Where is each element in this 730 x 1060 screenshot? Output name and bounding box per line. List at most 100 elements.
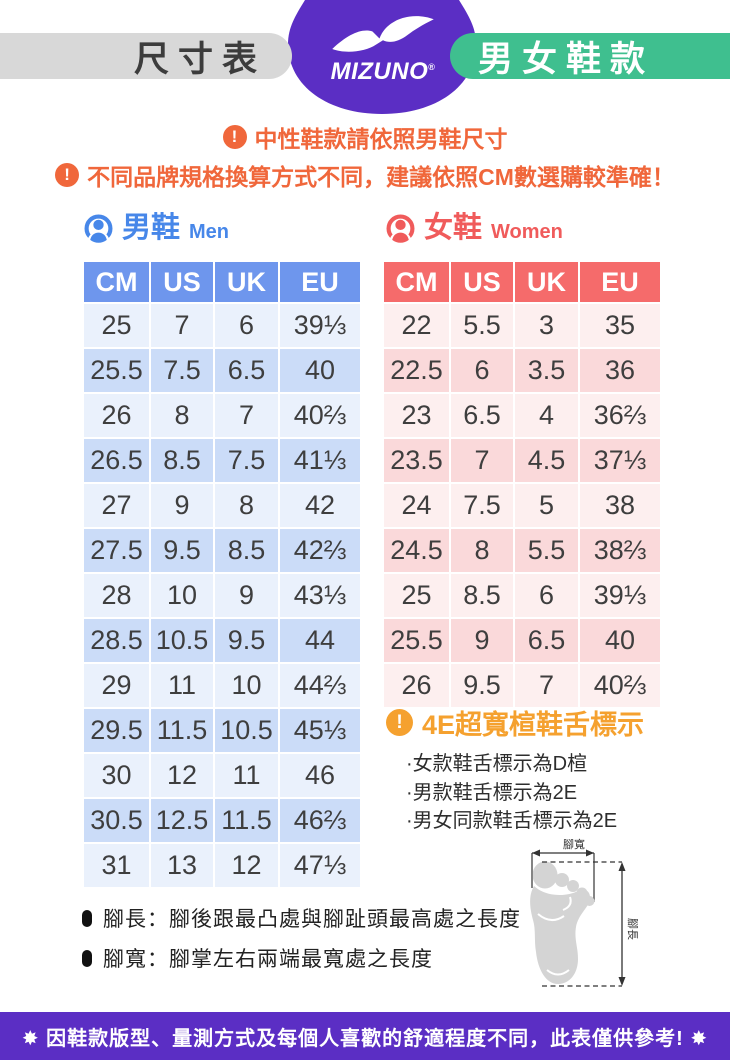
size-cell: 8.5: [215, 529, 278, 572]
registered-mark: ®: [428, 62, 436, 72]
notice-brand-difference: ! 不同品牌規格換算方式不同，建議依照CM數選購較準確！: [0, 158, 730, 192]
size-cell: 8: [215, 484, 278, 527]
table-row: 30 12 11 46: [84, 754, 360, 797]
size-cell: 7: [151, 304, 213, 347]
table-row: 30.5 12.5 11.5 46⅔: [84, 799, 360, 842]
size-cell: 41⅓: [280, 439, 360, 482]
size-cell: 36⅔: [580, 394, 660, 437]
size-cell: 28.5: [84, 619, 149, 662]
size-cell: 45⅓: [280, 709, 360, 752]
table-row: 26 8 7 40⅔: [84, 394, 360, 437]
table-row: 23.5 7 4.5 37⅓: [384, 439, 660, 482]
size-cell: 6.5: [515, 619, 578, 662]
size-cell: 39⅓: [280, 304, 360, 347]
size-cell: 12.5: [151, 799, 213, 842]
size-chart-title: 尺寸表: [133, 39, 266, 79]
size-cell: 6: [515, 574, 578, 617]
length-arrowhead-top: [618, 862, 626, 871]
footprint-crease-lines: [537, 896, 572, 976]
foot-width-note-text: 腳寬：腳掌左右兩端最寬處之長度: [103, 948, 433, 971]
wide-last-item: ·男女同款鞋舌標示為2E: [406, 810, 618, 832]
men-size-table: CM US UK EU 25 7 6 39⅓ 25.5 7.5 6.5 40 26 8 7 40⅔ 26.5 8.…: [82, 260, 362, 889]
size-cell: 23.5: [384, 439, 449, 482]
column-header-uk: UK: [515, 262, 578, 302]
mizuno-wordmark: MIZUNO®: [322, 58, 444, 86]
women-section-header: 女鞋 Women: [386, 214, 563, 243]
women-size-table: CM US UK EU 22 5.5 3 35 22.5 6 3.5 36 23 6.5 4 36⅔ 23.5 7…: [382, 260, 662, 709]
men-section-header: 男鞋 Men: [84, 214, 229, 243]
column-header-eu: EU: [580, 262, 660, 302]
size-cell: 8.5: [151, 439, 213, 482]
size-cell: 11.5: [215, 799, 278, 842]
wide-last-item: ·女款鞋舌標示為D楦: [406, 753, 588, 775]
table-row: 31 13 12 47⅓: [84, 844, 360, 887]
person-icon-women: [386, 214, 415, 243]
length-arrowhead-bottom: [618, 977, 626, 986]
table-header-row: CM US UK EU: [84, 262, 360, 302]
size-cell: 6: [215, 304, 278, 347]
wide-last-block: ! 4E超寬楦鞋舌標示 ·女款鞋舌標示為D楦 ·男款鞋舌標示為2E ·男女同款鞋舌標…: [386, 703, 696, 836]
size-cell: 30: [84, 754, 149, 797]
size-cell: 29: [84, 664, 149, 707]
size-cell: 11: [215, 754, 278, 797]
size-cell: 7.5: [451, 484, 513, 527]
brand-text: MIZUNO: [330, 58, 429, 85]
foot-width-note: 腳寬：腳掌左右兩端最寬處之長度: [82, 943, 433, 973]
alert-icon: !: [55, 163, 80, 187]
size-cell: 25: [384, 574, 449, 617]
size-cell: 10.5: [215, 709, 278, 752]
size-cell: 24: [384, 484, 449, 527]
size-cell: 12: [151, 754, 213, 797]
size-cell: 10: [215, 664, 278, 707]
size-cell: 9: [451, 619, 513, 662]
alert-icon: !: [222, 125, 247, 149]
size-cell: 28: [84, 574, 149, 617]
size-cell: 40⅔: [280, 394, 360, 437]
size-cell: 9.5: [151, 529, 213, 572]
table-row: 26 9.5 7 40⅔: [384, 664, 660, 707]
table-row: 26.5 8.5 7.5 41⅓: [84, 439, 360, 482]
men-title-en: Men: [189, 221, 230, 243]
size-cell: 25: [84, 304, 149, 347]
table-header-row: CM US UK EU: [384, 262, 660, 302]
table-row: 27.5 9.5 8.5 42⅔: [84, 529, 360, 572]
table-row: 28.5 10.5 9.5 44: [84, 619, 360, 662]
table-row: 24.5 8 5.5 38⅔: [384, 529, 660, 572]
size-cell: 29.5: [84, 709, 149, 752]
width-arrowhead-right: [586, 849, 594, 857]
size-cell: 6.5: [215, 349, 278, 392]
men-title-zh: 男鞋: [122, 212, 181, 244]
size-cell: 24.5: [384, 529, 449, 572]
size-cell: 27.5: [84, 529, 149, 572]
size-cell: 4: [515, 394, 578, 437]
size-cell: 9.5: [215, 619, 278, 662]
size-cell: 6: [451, 349, 513, 392]
column-header-eu: EU: [280, 262, 360, 302]
footer-disclaimer-bar: ✸ 因鞋款版型、量測方式及每個人喜歡的舒適程度不同，此表僅供參考! ✸: [0, 1012, 730, 1060]
size-cell: 44: [280, 619, 360, 662]
person-icon-men: [84, 214, 113, 243]
size-cell: 5.5: [451, 304, 513, 347]
size-cell: 3: [515, 304, 578, 347]
table-row: 24 7.5 5 38: [384, 484, 660, 527]
column-header-cm: CM: [384, 262, 449, 302]
size-cell: 39⅓: [580, 574, 660, 617]
size-cell: 47⅓: [280, 844, 360, 887]
size-cell: 46: [280, 754, 360, 797]
size-cell: 25.5: [84, 349, 149, 392]
footprint-shape: [530, 861, 595, 984]
women-title-zh: 女鞋: [424, 212, 483, 244]
size-cell: 7.5: [151, 349, 213, 392]
table-row: 22.5 6 3.5 36: [384, 349, 660, 392]
size-cell: 46⅔: [280, 799, 360, 842]
table-row: 29 11 10 44⅔: [84, 664, 360, 707]
size-cell: 9: [151, 484, 213, 527]
size-cell: 9: [215, 574, 278, 617]
table-row: 23 6.5 4 36⅔: [384, 394, 660, 437]
column-header-us: US: [151, 262, 213, 302]
size-cell: 5.5: [515, 529, 578, 572]
size-cell: 23: [384, 394, 449, 437]
alert-icon: !: [386, 709, 413, 736]
size-cell: 11.5: [151, 709, 213, 752]
column-header-us: US: [451, 262, 513, 302]
